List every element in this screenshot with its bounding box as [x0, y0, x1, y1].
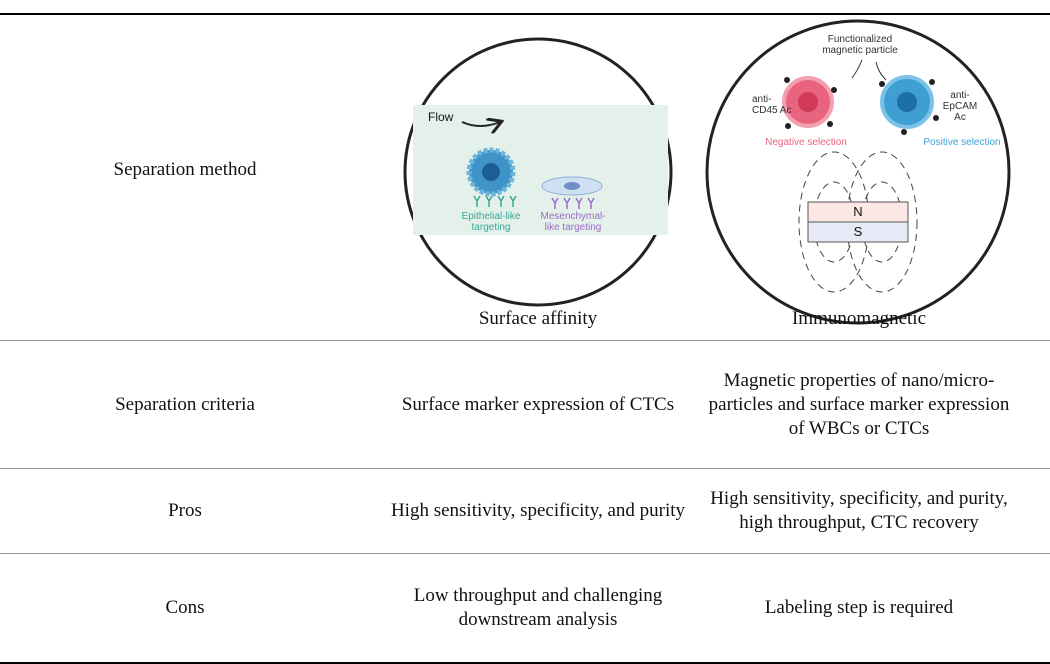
- figure-label: anti-CD45 Ac: [752, 94, 792, 116]
- figure-label: Epithelial-like targeting: [461, 211, 521, 233]
- nucleus: [564, 182, 580, 190]
- pointer: [851, 59, 887, 81]
- bottom-rule: [0, 662, 1050, 664]
- nucleus: [897, 92, 917, 112]
- magnet-south: [807, 221, 909, 243]
- row-header: Separation method: [113, 159, 257, 180]
- flow-label: Flow: [428, 110, 454, 124]
- figure-caption: Immunomagnetic: [791, 308, 927, 329]
- row-rule: [0, 553, 1050, 554]
- flow-arrow: [461, 122, 500, 126]
- row-header: Cons: [165, 597, 205, 618]
- row-header: Separation criteria: [115, 393, 255, 415]
- table-cell: High sensitivity, specificity, and purit…: [710, 488, 1008, 533]
- figure-label: Negative selection: [765, 137, 847, 148]
- row-rule: [0, 340, 1050, 341]
- receptors: [473, 195, 517, 207]
- channel: [413, 105, 668, 235]
- figure-label: anti-EpCAM Ac: [942, 90, 978, 123]
- nucleus: [798, 92, 818, 112]
- table-cell: High sensitivity, specificity, and purit…: [390, 500, 686, 521]
- table-cell: Magnetic properties of nano/micro-partic…: [708, 369, 1010, 439]
- particles: [784, 77, 939, 135]
- magnet-label: S: [853, 224, 863, 239]
- row-header: Pros: [168, 500, 202, 521]
- row-rule: [0, 468, 1050, 469]
- top-rule: [0, 13, 1050, 15]
- figure-label: Functionalized magnetic particle: [822, 34, 898, 56]
- nucleus: [482, 163, 500, 181]
- table-cell: Labeling step is required: [764, 597, 954, 618]
- receptors: [551, 197, 595, 209]
- figure-caption: Surface affinity: [478, 308, 598, 329]
- figure-label: Positive selection: [923, 137, 1001, 148]
- figures: [403, 19, 1011, 325]
- magnet-label: N: [853, 204, 863, 219]
- table-cell: Low throughput and challenging downstrea…: [413, 585, 663, 630]
- table-cell: Surface marker expression of CTCs: [401, 393, 675, 415]
- figure-label: Mesenchymal-like targeting: [540, 211, 606, 233]
